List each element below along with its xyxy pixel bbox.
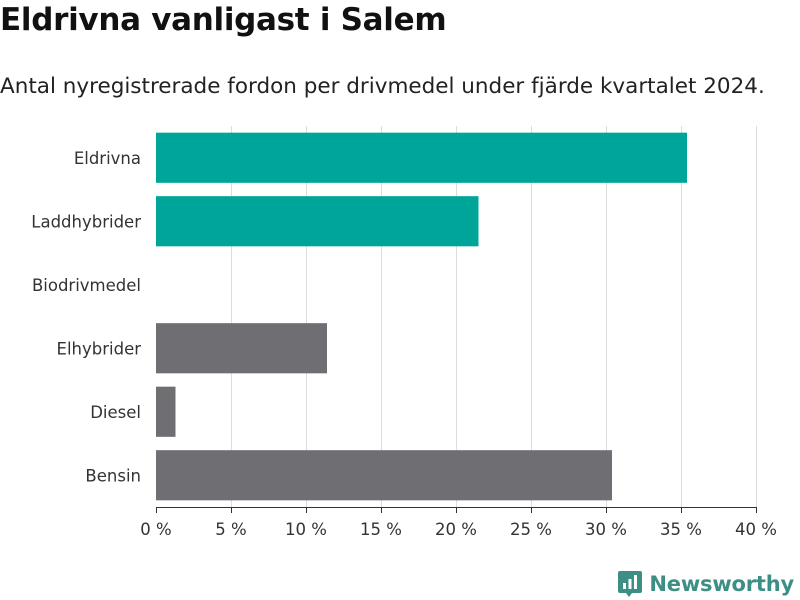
x-tick-label: 0 %: [140, 520, 171, 539]
x-axis: 0 % 5 % 10 % 15 % 20 % 25 % 30 % 35 % 40 %: [140, 507, 777, 539]
category-label: Bensin: [85, 466, 141, 485]
category-label: Elhybrider: [57, 339, 142, 358]
category-label: Diesel: [90, 403, 141, 422]
chart-title: Eldrivna vanligast i Salem: [0, 2, 447, 38]
x-tick-label: 40 %: [735, 520, 777, 539]
x-tick-label: 20 %: [435, 520, 477, 539]
gridlines: [231, 126, 757, 507]
chart-subtitle: Antal nyregistrerade fordon per drivmede…: [0, 74, 765, 99]
bars: [156, 132, 687, 501]
x-tick-label: 5 %: [215, 520, 246, 539]
brand-name: Newsworthy: [649, 572, 794, 596]
bar-bensin: [156, 450, 612, 501]
category-label: Eldrivna: [74, 149, 141, 168]
bar-eldrivna: [156, 132, 687, 183]
x-tick-label: 15 %: [360, 520, 402, 539]
x-tick-label: 10 %: [285, 520, 327, 539]
bar-elhybrider: [156, 323, 327, 374]
x-tick-label: 25 %: [510, 520, 552, 539]
category-label: Biodrivmedel: [32, 276, 141, 295]
category-label: Laddhybrider: [31, 212, 141, 231]
bar-laddhybrider: [156, 196, 479, 247]
brand-logo: Newsworthy: [617, 570, 794, 598]
x-tick-label: 35 %: [660, 520, 702, 539]
bar-diesel: [156, 386, 176, 437]
x-tick-label: 30 %: [585, 520, 627, 539]
category-labels: Eldrivna Laddhybrider Biodrivmedel Elhybrid…: [31, 149, 141, 486]
newsworthy-logo-icon: [618, 571, 643, 597]
bar-chart: 0 % 5 % 10 % 15 % 20 % 25 % 30 % 35 % 40 % Eldri…: [31, 126, 777, 539]
